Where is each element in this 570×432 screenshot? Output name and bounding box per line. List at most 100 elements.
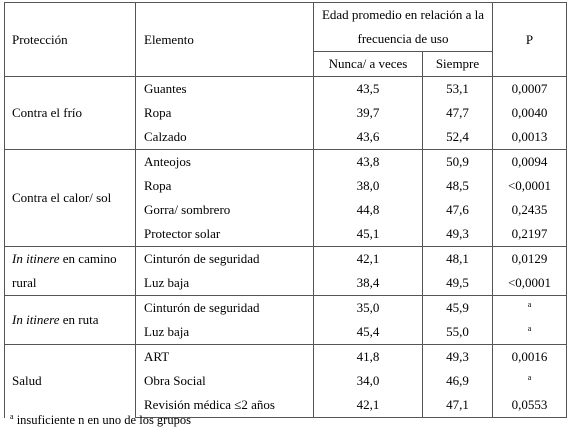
never-cell: 45,4 [313,320,423,345]
never-cell: 42,1 [313,246,423,271]
protection-text: en camino rural [12,251,117,290]
table-row: Contra el calor/ sol Anteojos 43,8 50,9 0,00… [4,149,567,247]
element-cell: Cinturón de seguridad [135,246,314,271]
never-cell: 41,8 [313,344,423,369]
p-cell: 0,0040 [492,101,567,125]
header-cell: P [492,2,567,77]
always-cell: 48,5 [422,174,493,198]
p-superscript: a [527,323,532,333]
always-cell: 50,9 [422,149,493,174]
p-cell: 0,0094 [492,149,567,174]
p-cell: <0,0001 [492,174,567,198]
protection-cell: Salud [4,344,136,418]
p-cell: 0,0013 [492,125,567,150]
table-body: Protección Elemento Edad promedio en rel… [4,2,567,418]
always-cell: 49,3 [422,222,493,247]
never-cell: 42,1 [313,393,423,418]
element-cell: Ropa [135,101,314,125]
protection-cell: Contra el calor/ sol [4,149,136,247]
p-cell: a [492,320,567,345]
never-cell: 34,0 [313,369,423,393]
always-cell: 47,6 [422,198,493,222]
element-cell: Gorra/ sombrero [135,198,314,222]
table-row: Luz baja 45,4 55,0 a [5,320,567,345]
never-cell: 35,0 [313,295,423,320]
table-row: Luz baja 38,4 49,5 <0,0001 [5,271,567,296]
never-cell: 43,6 [313,125,423,150]
element-cell: Guantes [135,76,314,101]
table-wrap: Protección Elemento Edad promedio en rel… [4,2,567,418]
header-cell: Siempre [422,51,493,77]
table-row: Calzado 43,6 52,4 0,0013 [5,125,567,150]
always-cell: 52,4 [422,125,493,150]
table-row: In itinere en camino rural Cinturón de se… [4,246,567,296]
footnote: a insuficiente n en uno de los grupos [10,412,191,428]
protection-text: Contra el calor/ sol [12,190,112,205]
header-cell: Edad promedio en relación a la frecuenci… [313,2,493,52]
p-cell: a [492,369,567,393]
p-cell: 0,0553 [492,393,567,418]
p-cell: 0,0129 [492,246,567,271]
element-cell: Obra Social [135,369,314,393]
element-cell: ART [135,344,314,369]
table-row: Revisión médica ≤2 años 42,1 47,1 0,0553 [5,393,567,418]
header-cell: Protección [4,2,136,77]
always-cell: 49,3 [422,344,493,369]
always-cell: 48,1 [422,246,493,271]
always-cell: 47,1 [422,393,493,418]
protection-text: Salud [12,373,42,389]
element-cell: Luz baja [135,271,314,296]
always-cell: 45,9 [422,295,493,320]
protection-cell: Contra el frío [4,76,136,150]
header-cell: Nunca/ a veces [313,51,423,77]
p-cell: 0,0007 [492,76,567,101]
element-cell: Cinturón de seguridad [135,295,314,320]
table-row: Obra Social 34,0 46,9 a [5,369,567,393]
header-row: Protección Elemento Edad promedio en rel… [4,2,567,77]
header-cell: Elemento [135,2,314,77]
protection-cell: In itinere en camino rural [4,246,136,296]
always-cell: 46,9 [422,369,493,393]
footnote-text: insuficiente n en uno de los grupos [16,413,191,428]
data-table: Protección Elemento Edad promedio en rel… [4,2,567,418]
table-row: In itinere en ruta Cinturón de seguridad 3… [4,295,567,345]
element-cell: Anteojos [135,149,314,174]
always-cell: 55,0 [422,320,493,345]
table-row: Salud ART 41,8 49,3 0,0016 [4,344,567,418]
never-cell: 43,5 [313,76,423,101]
protection-italic: In itinere [12,312,60,327]
p-cell: a [492,295,567,320]
always-cell: 47,7 [422,101,493,125]
p-cell: <0,0001 [492,271,567,296]
protection-cell: In itinere en ruta [4,295,136,345]
table-row: Protector solar 45,1 49,3 0,2197 [5,222,567,247]
p-superscript: a [527,299,532,309]
never-cell: 38,4 [313,271,423,296]
protection-text: en ruta [62,312,99,327]
table-row: Gorra/ sombrero 44,8 47,6 0,2435 [5,198,567,222]
never-cell: 38,0 [313,174,423,198]
p-cell: 0,2435 [492,198,567,222]
element-cell: Luz baja [135,320,314,345]
element-cell: Calzado [135,125,314,150]
p-cell: 0,2197 [492,222,567,247]
table-row: Ropa 38,0 48,5 <0,0001 [5,174,567,198]
never-cell: 44,8 [313,198,423,222]
p-cell: 0,0016 [492,344,567,369]
table-row: Ropa 39,7 47,7 0,0040 [5,101,567,125]
always-cell: 49,5 [422,271,493,296]
p-superscript: a [527,372,532,382]
never-cell: 39,7 [313,101,423,125]
element-cell: Revisión médica ≤2 años [135,393,314,418]
table-row: Contra el frío Guantes 43,5 53,1 0,0007 [4,76,567,150]
protection-italic: In itinere [12,251,60,266]
element-cell: Protector solar [135,222,314,247]
footnote-mark: a [10,412,14,421]
always-cell: 53,1 [422,76,493,101]
protection-text: Contra el frío [12,105,83,120]
element-cell: Ropa [135,174,314,198]
never-cell: 43,8 [313,149,423,174]
never-cell: 45,1 [313,222,423,247]
header-row: Nunca/ a veces Siempre [5,51,567,77]
